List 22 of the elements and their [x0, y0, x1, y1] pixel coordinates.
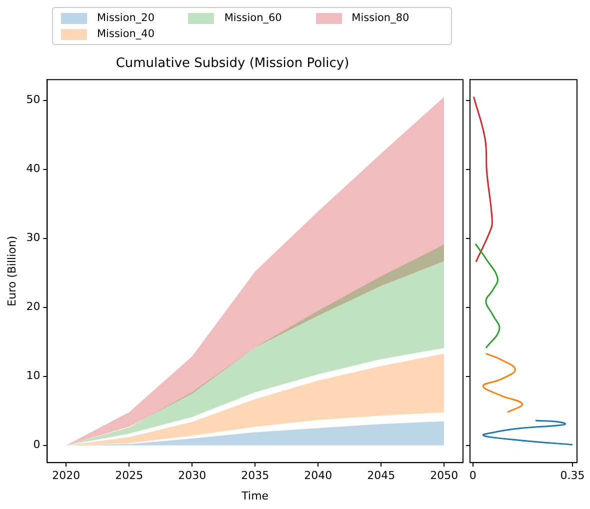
legend-label: Mission_60 — [224, 12, 282, 24]
x-tick-label: 2045 — [367, 469, 396, 482]
x-tick-label: 2030 — [178, 469, 206, 482]
legend-label: Mission_80 — [352, 12, 410, 24]
y-tick-label: 10 — [26, 369, 40, 382]
legend-label: Mission_40 — [97, 28, 155, 40]
y-axis-title: Euro (Billion) — [5, 236, 18, 306]
x-tick-label: 2040 — [304, 469, 332, 482]
y-tick-label: 0 — [33, 438, 40, 452]
x-tick-label: 2025 — [115, 469, 144, 482]
x-tick-label: 2035 — [241, 469, 270, 482]
y-tick-label: 40 — [26, 162, 40, 176]
y-tick-label: 30 — [26, 231, 40, 244]
y-tick-label: 20 — [26, 300, 40, 314]
x-axis-title: Time — [240, 489, 269, 502]
x-tick-label: 0 — [469, 469, 476, 482]
x-tick-label: 2050 — [430, 469, 458, 482]
chart-title: Cumulative Subsidy (Mission Policy) — [116, 56, 350, 72]
y-tick-label: 50 — [26, 93, 40, 106]
x-tick-label: 0.35 — [560, 469, 585, 482]
legend-label: Mission_20 — [97, 12, 155, 24]
x-tick-label: 2020 — [52, 469, 80, 482]
